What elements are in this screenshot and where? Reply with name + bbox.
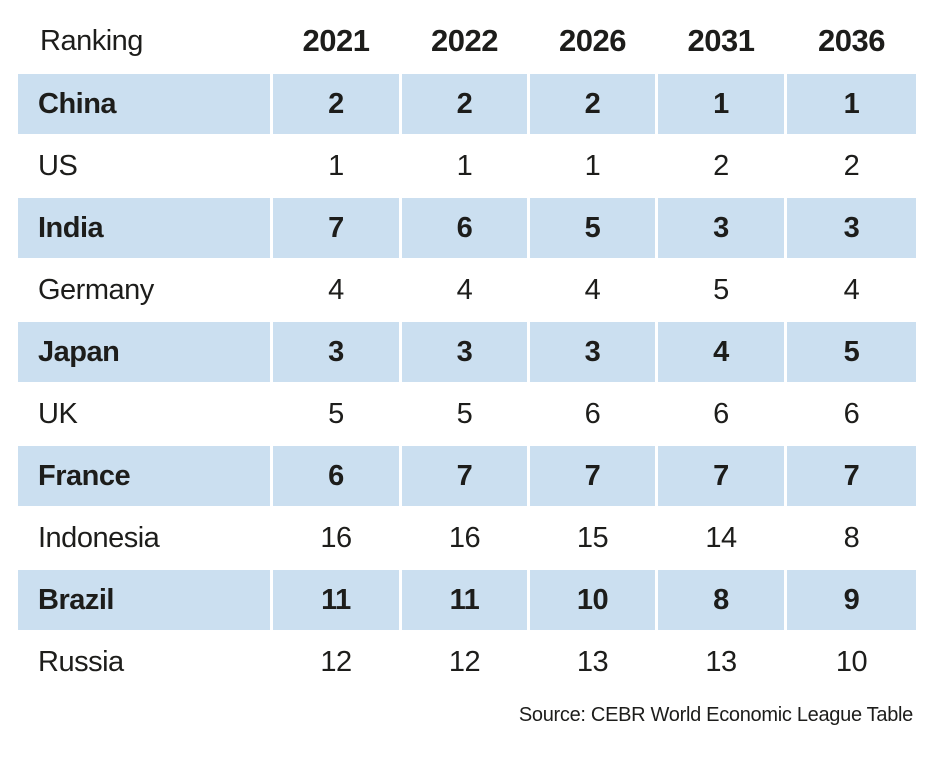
ranking-table: Ranking 2021 2022 2026 2031 2036 China 2… (18, 8, 919, 727)
rank-value: 3 (787, 198, 916, 258)
table-row-brazil: Brazil 11 11 10 8 9 (18, 570, 919, 630)
rank-value: 7 (402, 446, 527, 506)
header-year-2022: 2022 (431, 23, 498, 58)
rank-value: 11 (273, 570, 399, 630)
country-label: US (38, 149, 78, 182)
table-row-india: India 7 6 5 3 3 (18, 198, 919, 258)
rank-value: 1 (328, 149, 344, 182)
rank-value: 3 (530, 322, 655, 382)
table-row-russia: Russia 12 12 13 13 10 (18, 632, 919, 692)
rank-value: 10 (530, 570, 655, 630)
rank-value: 5 (713, 273, 729, 306)
rank-value: 4 (328, 273, 344, 306)
rank-value: 5 (328, 397, 344, 430)
rank-value: 3 (402, 322, 527, 382)
rank-value: 3 (273, 322, 399, 382)
table-row-france: France 6 7 7 7 7 (18, 446, 919, 506)
rank-value: 8 (658, 570, 784, 630)
rank-value: 16 (448, 521, 481, 554)
country-label: Russia (38, 645, 124, 678)
header-ranking-label: Ranking (40, 24, 143, 57)
rank-value: 3 (658, 198, 784, 258)
rank-value: 6 (402, 198, 527, 258)
table-row-uk: UK 5 5 6 6 6 (18, 384, 919, 444)
rank-value: 1 (787, 74, 916, 134)
rank-value: 15 (576, 521, 609, 554)
rank-value: 12 (448, 645, 481, 678)
table-row-indonesia: Indonesia 16 16 15 14 8 (18, 508, 919, 568)
rank-value: 5 (456, 397, 473, 430)
rank-value: 14 (705, 521, 737, 554)
table-row-japan: Japan 3 3 3 4 5 (18, 322, 919, 382)
country-label: Germany (38, 273, 154, 306)
rank-value: 4 (843, 273, 860, 306)
rank-value: 4 (658, 322, 784, 382)
rank-value: 5 (530, 198, 655, 258)
rank-value: 6 (843, 397, 860, 430)
rank-value: 13 (705, 645, 737, 678)
country-label: Indonesia (38, 521, 160, 554)
rank-value: 2 (402, 74, 527, 134)
rank-value: 7 (787, 446, 916, 506)
table-row-us: US 1 1 1 2 2 (18, 136, 919, 196)
rank-value: 10 (835, 645, 868, 678)
rank-value: 7 (658, 446, 784, 506)
header-year-2026: 2026 (559, 23, 626, 58)
rank-value: 8 (843, 521, 860, 554)
header-year-2031: 2031 (687, 23, 755, 58)
country-label: China (18, 74, 270, 134)
country-label: India (18, 198, 270, 258)
rank-value: 7 (273, 198, 399, 258)
rank-value: 11 (402, 570, 527, 630)
rank-value: 2 (713, 149, 729, 182)
rank-value: 5 (787, 322, 916, 382)
rank-value: 1 (658, 74, 784, 134)
rank-value: 1 (456, 149, 473, 182)
rank-value: 9 (787, 570, 916, 630)
table-row-china: China 2 2 2 1 1 (18, 74, 919, 134)
source-credit: Source: CEBR World Economic League Table (518, 704, 913, 726)
rank-value: 4 (456, 273, 473, 306)
rank-value: 12 (320, 645, 352, 678)
rank-value: 4 (584, 273, 601, 306)
rank-value: 2 (843, 149, 860, 182)
header-year-2021: 2021 (302, 23, 370, 58)
rank-value: 2 (530, 74, 655, 134)
country-label: Brazil (18, 570, 270, 630)
country-label: France (18, 446, 270, 506)
rank-value: 6 (273, 446, 399, 506)
rank-value: 6 (584, 397, 601, 430)
rank-value: 16 (320, 521, 352, 554)
rank-value: 13 (576, 645, 609, 678)
header-year-2036: 2036 (818, 23, 885, 58)
table-row-germany: Germany 4 4 4 5 4 (18, 260, 919, 320)
rank-value: 6 (713, 397, 729, 430)
rank-value: 1 (584, 149, 601, 182)
table-body: China 2 2 2 1 1 US 1 1 1 2 2 India 7 6 5… (18, 74, 919, 692)
rank-value: 7 (530, 446, 655, 506)
country-label: UK (38, 397, 78, 430)
country-label: Japan (18, 322, 270, 382)
rank-value: 2 (273, 74, 399, 134)
table-header-row: Ranking 2021 2022 2026 2031 2036 (18, 8, 919, 74)
